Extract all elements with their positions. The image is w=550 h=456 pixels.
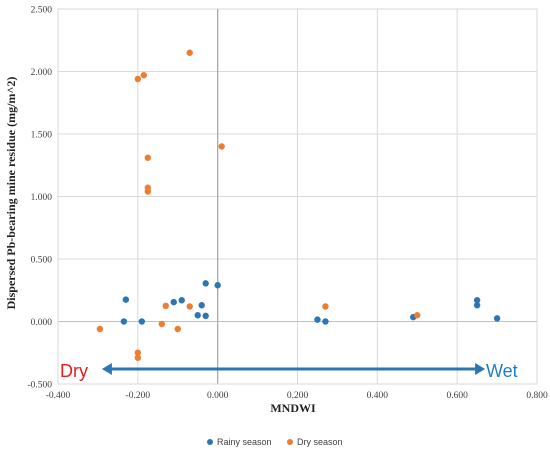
- y-tick-label: 0.000: [31, 318, 53, 328]
- dry-season-point: [322, 303, 329, 310]
- dry-wet-arrow: [101, 363, 486, 375]
- rainy-season-point: [314, 316, 321, 323]
- x-tick-label: 0.000: [207, 391, 229, 401]
- axes: [57, 9, 537, 385]
- y-tick-label: 2.500: [31, 6, 53, 16]
- rainy-season-point: [202, 280, 209, 287]
- rainy-season-point: [473, 302, 481, 309]
- y-tick-label: 1.500: [31, 131, 53, 141]
- dry-season-point: [144, 188, 152, 195]
- dry-season-point: [186, 303, 193, 310]
- dry-season-point: [162, 302, 169, 310]
- legend-label-rainy: Rainy season: [217, 437, 272, 447]
- dry-season-point: [140, 72, 148, 79]
- y-tick-label: 2.000: [31, 68, 53, 78]
- dry-season-point: [96, 325, 104, 333]
- y-axis-title: Dispersed Pb-bearing mine residue (mg/m^…: [4, 77, 18, 310]
- grid-lines: [57, 8, 538, 385]
- annotations: Dry Wet: [60, 361, 518, 381]
- x-tick-label: 0.400: [367, 391, 389, 401]
- wet-label: Wet: [486, 361, 518, 381]
- x-tick-label: 0.800: [526, 391, 548, 401]
- rainy-season-point: [214, 282, 221, 289]
- y-tick-label: -0.500: [27, 381, 52, 391]
- rainy-season-point: [473, 297, 481, 304]
- dry-season-point: [134, 349, 142, 356]
- dry-season-point: [174, 325, 181, 333]
- rainy-season-point: [202, 312, 209, 320]
- x-tick-label: 0.200: [287, 391, 309, 401]
- dry-season-point: [218, 143, 225, 150]
- x-tick-label: 0.600: [446, 391, 468, 401]
- y-tick-label: 1.000: [31, 193, 53, 203]
- rainy-season-point: [194, 312, 201, 319]
- rainy-season-point: [170, 298, 177, 306]
- dry-season-point: [414, 312, 421, 319]
- legend-marker-rainy: [207, 439, 213, 445]
- rainy-season-point: [120, 318, 128, 325]
- rainy-season-point: [122, 296, 130, 303]
- x-tick-label: -0.400: [46, 391, 71, 401]
- data-points: [96, 49, 501, 361]
- rainy-season-point: [178, 297, 185, 304]
- y-tick-label: 0.500: [31, 256, 53, 266]
- legend: Rainy season Dry season: [207, 437, 343, 447]
- x-tick-label: -0.200: [126, 391, 151, 401]
- tick-labels: -0.400 -0.200 0.000 0.200 0.400 0.600 0.800 -0.…: [27, 6, 547, 402]
- rainy-season-point: [198, 302, 205, 309]
- legend-marker-dry: [287, 439, 293, 445]
- dry-season-point: [134, 354, 142, 361]
- dry-season-point: [134, 75, 142, 83]
- dry-season-point: [186, 49, 193, 56]
- rainy-season-point: [138, 318, 146, 325]
- legend-label-dry: Dry season: [297, 437, 343, 447]
- dry-season-point: [144, 154, 152, 161]
- arrow-head-left: [101, 363, 112, 375]
- rainy-season-point: [493, 315, 501, 322]
- dry-label: Dry: [60, 361, 88, 381]
- rainy-season-point: [322, 318, 329, 325]
- dry-season-point: [158, 320, 165, 328]
- arrow-head-right: [475, 363, 486, 375]
- x-axis-title: MNDWI: [270, 401, 316, 415]
